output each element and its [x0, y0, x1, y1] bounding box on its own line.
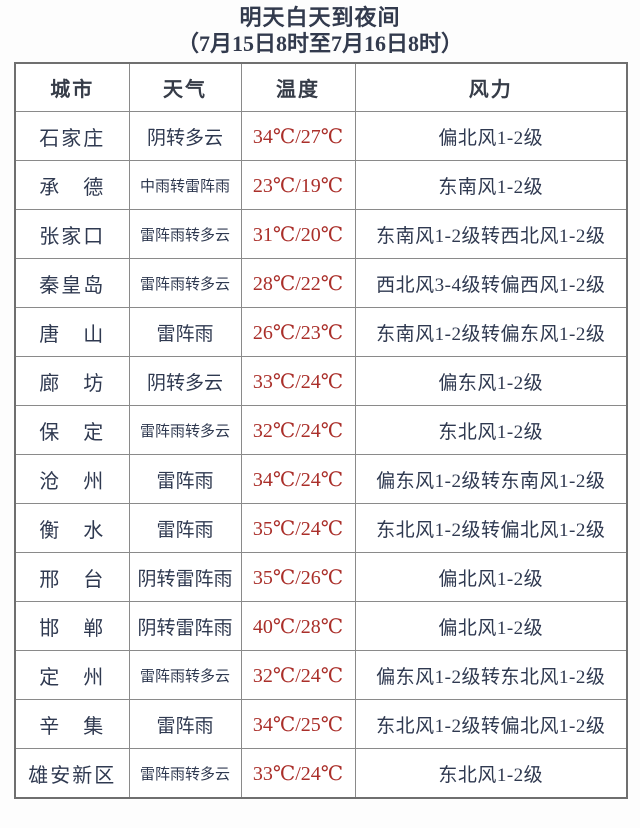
temp-cell: 31℃/20℃ — [240, 209, 356, 259]
temp-cell: 26℃/23℃ — [240, 307, 356, 357]
table-row: 定 州雷阵雨转多云 32℃/24℃ 偏东风1-2级转东北风1-2级 — [14, 650, 628, 700]
city-cell: 承 德 — [14, 160, 130, 210]
wind-cell: 东北风1-2级转偏北风1-2级 — [354, 503, 628, 553]
weather-cell: 雷阵雨转多云 — [128, 258, 242, 308]
wind-cell: 偏北风1-2级 — [354, 601, 628, 651]
wind-cell: 偏东风1-2级转东南风1-2级 — [354, 454, 628, 504]
city-cell: 衡 水 — [14, 503, 130, 553]
temp-cell: 34℃/24℃ — [240, 454, 356, 504]
temp-cell: 32℃/24℃ — [240, 405, 356, 455]
table-row: 廊 坊阴转多云 33℃/24℃ 偏东风1-2级 — [14, 356, 628, 406]
table-row: 承 德中雨转雷阵雨 23℃/19℃ 东南风1-2级 — [14, 160, 628, 210]
temp-cell: 34℃/25℃ — [240, 699, 356, 749]
wind-cell: 东南风1-2级转西北风1-2级 — [354, 209, 628, 259]
city-cell: 唐 山 — [14, 307, 130, 357]
page-title: 明天白天到夜间 （7月15日8时至7月16日8时） — [0, 0, 640, 57]
temp-cell: 40℃/28℃ — [240, 601, 356, 651]
wind-cell: 东南风1-2级转偏东风1-2级 — [354, 307, 628, 357]
temp-cell: 33℃/24℃ — [240, 356, 356, 406]
weather-cell: 雷阵雨 — [128, 307, 242, 357]
temp-cell: 35℃/26℃ — [240, 552, 356, 602]
table-row: 邯 郸阴转雷阵雨 40℃/28℃ 偏北风1-2级 — [14, 601, 628, 651]
table-row: 保 定雷阵雨转多云 32℃/24℃ 东北风1-2级 — [14, 405, 628, 455]
temp-cell: 28℃/22℃ — [240, 258, 356, 308]
table-row: 唐 山雷阵雨 26℃/23℃ 东南风1-2级转偏东风1-2级 — [14, 307, 628, 357]
wind-cell: 偏北风1-2级 — [354, 111, 628, 161]
table-row: 张家口 雷阵雨转多云 31℃/20℃ 东南风1-2级转西北风1-2级 — [14, 209, 628, 259]
table-row: 衡 水雷阵雨 35℃/24℃ 东北风1-2级转偏北风1-2级 — [14, 503, 628, 553]
temp-cell: 34℃/27℃ — [240, 111, 356, 161]
wind-cell: 东北风1-2级 — [354, 405, 628, 455]
city-cell: 沧 州 — [14, 454, 130, 504]
weather-cell: 雷阵雨转多云 — [128, 209, 242, 259]
table-row: 秦皇岛 雷阵雨转多云 28℃/22℃ 西北风3-4级转偏西风1-2级 — [14, 258, 628, 308]
header-wind: 风力 — [354, 62, 628, 112]
weather-cell: 雷阵雨转多云 — [128, 748, 242, 799]
wind-cell: 偏东风1-2级 — [354, 356, 628, 406]
header-row: 城市 天气 温度 风力 — [14, 62, 628, 112]
weather-cell: 阴转多云 — [128, 111, 242, 161]
city-cell: 张家口 — [14, 209, 130, 259]
header-weather: 天气 — [128, 62, 242, 112]
temp-cell: 33℃/24℃ — [240, 748, 356, 799]
city-cell: 保 定 — [14, 405, 130, 455]
header-temp: 温度 — [240, 62, 356, 112]
title-period: 明天白天到夜间 — [239, 5, 401, 30]
wind-cell: 西北风3-4级转偏西风1-2级 — [354, 258, 628, 308]
wind-cell: 东北风1-2级转偏北风1-2级 — [354, 699, 628, 749]
wind-cell: 东北风1-2级 — [354, 748, 628, 799]
table-row: 雄安新区 雷阵雨转多云 33℃/24℃ 东北风1-2级 — [14, 748, 628, 799]
weather-cell: 中雨转雷阵雨 — [128, 160, 242, 210]
weather-cell: 雷阵雨转多云 — [128, 405, 242, 455]
city-cell: 定 州 — [14, 650, 130, 700]
forecast-table: 城市 天气 温度 风力 石家庄 阴转多云 34℃/27℃ 偏北风1-2级承 德中雨转雷… — [14, 62, 628, 799]
city-cell: 秦皇岛 — [14, 258, 130, 308]
weather-cell: 雷阵雨 — [128, 503, 242, 553]
weather-cell: 阴转雷阵雨 — [128, 601, 242, 651]
wind-cell: 偏东风1-2级转东北风1-2级 — [354, 650, 628, 700]
table-body: 石家庄 阴转多云 34℃/27℃ 偏北风1-2级承 德中雨转雷阵雨 23℃/19℃ 东南风… — [14, 111, 628, 799]
city-cell: 邯 郸 — [14, 601, 130, 651]
table-row: 邢 台阴转雷阵雨 35℃/26℃ 偏北风1-2级 — [14, 552, 628, 602]
city-cell: 辛 集 — [14, 699, 130, 749]
weather-cell: 雷阵雨 — [128, 699, 242, 749]
weather-cell: 阴转多云 — [128, 356, 242, 406]
title-date-range: （7月15日8时至7月16日8时） — [176, 31, 463, 56]
city-cell: 廊 坊 — [14, 356, 130, 406]
weather-cell: 雷阵雨 — [128, 454, 242, 504]
weather-cell: 阴转雷阵雨 — [128, 552, 242, 602]
table-row: 辛 集雷阵雨 34℃/25℃ 东北风1-2级转偏北风1-2级 — [14, 699, 628, 749]
city-cell: 雄安新区 — [14, 748, 130, 799]
table-row: 沧 州雷阵雨 34℃/24℃ 偏东风1-2级转东南风1-2级 — [14, 454, 628, 504]
city-cell: 石家庄 — [14, 111, 130, 161]
temp-cell: 35℃/24℃ — [240, 503, 356, 553]
header-city: 城市 — [14, 62, 130, 112]
wind-cell: 东南风1-2级 — [354, 160, 628, 210]
city-cell: 邢 台 — [14, 552, 130, 602]
temp-cell: 32℃/24℃ — [240, 650, 356, 700]
weather-cell: 雷阵雨转多云 — [128, 650, 242, 700]
table-row: 石家庄 阴转多云 34℃/27℃ 偏北风1-2级 — [14, 111, 628, 161]
wind-cell: 偏北风1-2级 — [354, 552, 628, 602]
temp-cell: 23℃/19℃ — [240, 160, 356, 210]
